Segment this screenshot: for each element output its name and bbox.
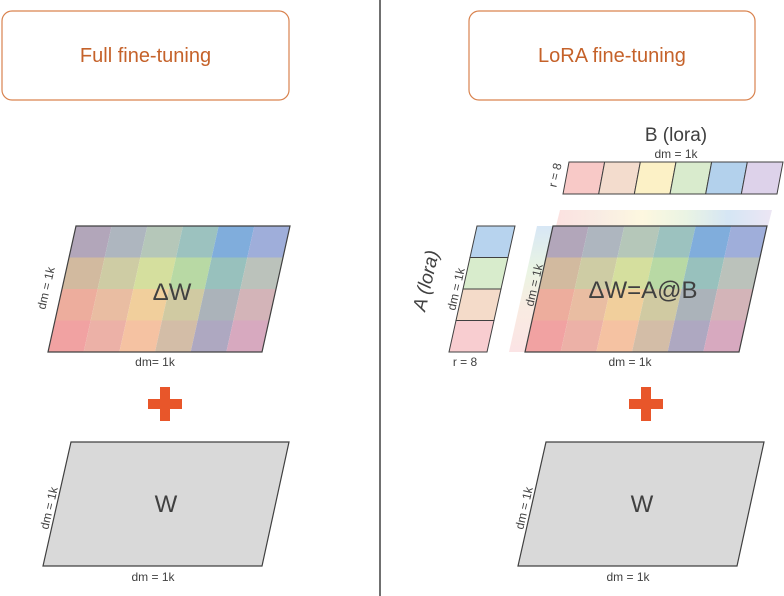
b-matrix [562, 161, 784, 195]
matrix-cell [710, 289, 753, 321]
delta-w-side-label-left: dm = 1k [34, 265, 58, 311]
matrix-cell [48, 320, 91, 352]
b-matrix-cell [633, 161, 677, 195]
matrix-cell [162, 289, 205, 321]
matrix-cell [610, 257, 653, 289]
matrix-cell [667, 320, 711, 352]
matrix-cell [104, 226, 148, 258]
base-w-label-left: W [155, 491, 178, 518]
b-matrix-cell [598, 161, 641, 195]
matrix-cell [717, 257, 760, 289]
matrix-cell [525, 320, 568, 352]
matrix-cell [140, 226, 183, 258]
plus-icon-right [629, 387, 663, 421]
b-matrix-cell [740, 161, 784, 195]
base-w-bottom-label-right: dm = 1k [606, 570, 650, 584]
matrix-cell [226, 320, 269, 352]
matrix-cell [233, 289, 276, 321]
matrix-cell [653, 226, 696, 258]
delta-w-bottom-label-right: dm = 1k [608, 355, 652, 369]
matrix-cell [155, 320, 198, 352]
b-matrix-cell [562, 161, 606, 195]
matrix-cell [55, 289, 98, 321]
matrix-cell [97, 257, 141, 289]
matrix-cell [581, 226, 625, 258]
matrix-cell [176, 226, 219, 258]
lora-finetuning-title: LoRA fine-tuning [538, 45, 686, 67]
matrix-cell [724, 226, 767, 258]
matrix-cell [539, 257, 582, 289]
matrix-cell [567, 289, 611, 321]
matrix-cell [169, 257, 212, 289]
matrix-cell [211, 226, 255, 258]
a-matrix-cell [455, 288, 502, 321]
plus-icon-left [148, 387, 182, 421]
matrix-cell [688, 226, 732, 258]
matrix-cell [240, 257, 283, 289]
delta-w-label-left: ΔW [153, 279, 192, 306]
b-matrix-cell [705, 161, 748, 195]
full-finetuning-title: Full fine-tuning [80, 45, 211, 67]
matrix-cell [617, 226, 660, 258]
matrix-cell [546, 226, 589, 258]
matrix-cell [560, 320, 604, 352]
matrix-cell [90, 289, 134, 321]
matrix-cell [596, 320, 639, 352]
matrix-cell [532, 289, 575, 321]
matrix-cell [119, 320, 162, 352]
a-matrix-cell [462, 257, 509, 290]
matrix-cell [703, 320, 746, 352]
a-matrix-cell [448, 320, 495, 353]
matrix-cell [133, 257, 176, 289]
matrix-cell [574, 257, 618, 289]
matrix-cell [190, 320, 234, 352]
a-matrix [448, 225, 516, 353]
b-matrix-label: B (lora) [645, 125, 707, 146]
matrix-cell [646, 257, 689, 289]
delta-w-label-right: ΔW=A@B [588, 277, 697, 304]
matrix-cell [674, 289, 718, 321]
matrix-cell [632, 320, 675, 352]
matrix-cell [83, 320, 127, 352]
delta-w-matrix-right [524, 225, 768, 353]
a-matrix-bottom-label: r = 8 [453, 355, 478, 369]
matrix-cell [247, 226, 290, 258]
delta-w-matrix-left [47, 225, 291, 353]
full-finetuning-title-box [1, 10, 290, 101]
a-matrix-cell [469, 225, 516, 258]
b-matrix-top-label: dm = 1k [654, 147, 698, 161]
matrix-cell [69, 226, 112, 258]
matrix-cell [62, 257, 105, 289]
matrix-cell [204, 257, 248, 289]
matrix-cell [639, 289, 682, 321]
b-matrix-side-label: r = 8 [546, 161, 565, 188]
matrix-cell [603, 289, 646, 321]
matrix-cell [197, 289, 241, 321]
a-projection-strip [509, 226, 553, 352]
base-w-bottom-label-left: dm = 1k [131, 570, 175, 584]
lora-finetuning-title-box [468, 10, 756, 101]
base-w-label-right: W [631, 491, 654, 518]
a-matrix-label: A (lora) [409, 248, 444, 314]
delta-w-bottom-label-left: dm= 1k [135, 355, 176, 369]
b-projection-strip [556, 210, 772, 226]
base-w-matrix-left [42, 441, 290, 567]
base-w-matrix-right [517, 441, 765, 567]
matrix-cell [126, 289, 169, 321]
b-matrix-cell [669, 161, 713, 195]
matrix-cell [681, 257, 725, 289]
